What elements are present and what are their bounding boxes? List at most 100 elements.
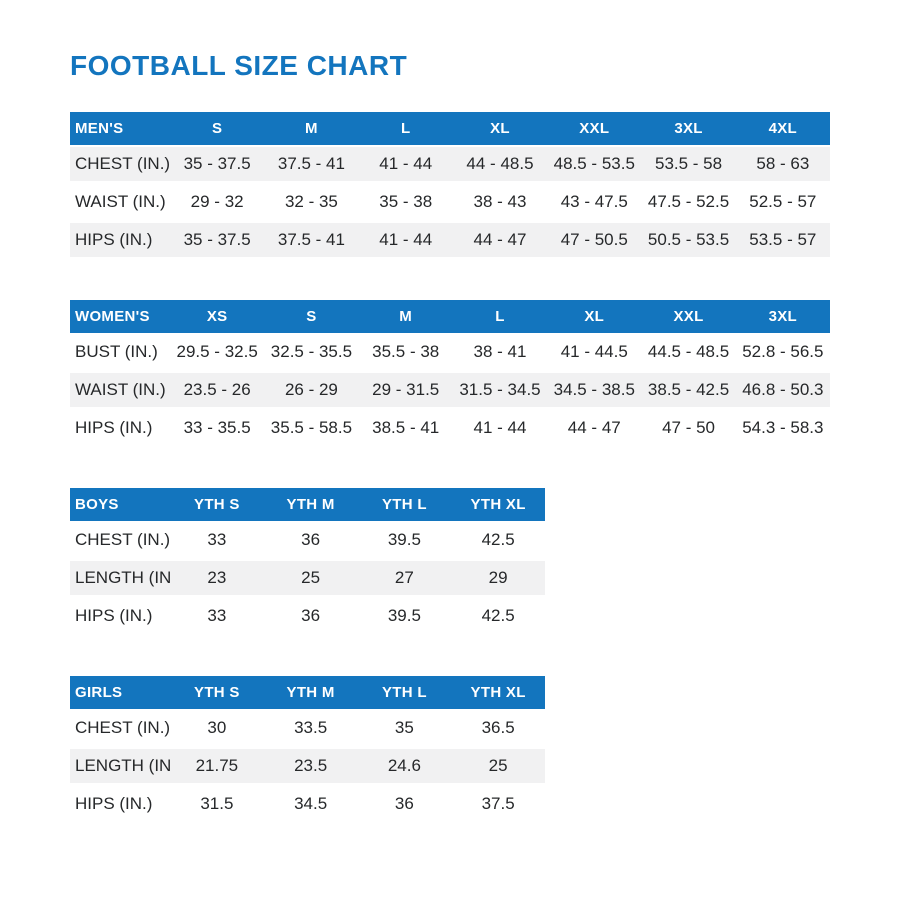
cell: 39.5 [387, 530, 421, 549]
header-cell: S [306, 308, 317, 325]
cell: 37.5 [481, 794, 515, 813]
header-cell: YTH L [381, 684, 427, 701]
row-label: CHEST (IN.) [75, 718, 170, 737]
page-title: FOOTBALL SIZE CHART [70, 50, 408, 81]
header-cell: GIRLS [75, 684, 123, 701]
cell: 23.5 [294, 756, 328, 775]
cell: 44 - 47 [473, 230, 527, 249]
cell: 25 [488, 756, 508, 775]
row-label: CHEST (IN.) [75, 154, 170, 173]
cell: 37.5 - 41 [277, 154, 345, 173]
cell: 47.5 - 52.5 [647, 192, 730, 211]
row-label: HIPS (IN.) [75, 794, 153, 813]
mens-header-row: MEN'S S M L XL XXL 3XL 4XL [70, 112, 830, 145]
header-cell: YTH XL [470, 496, 526, 513]
row-label: WAIST (IN.) [75, 192, 166, 211]
row-label: HIPS (IN.) [75, 418, 153, 437]
boys-header-row: BOYS YTH S YTH M YTH L YTH XL [70, 488, 545, 521]
cell: 38.5 - 41 [372, 418, 440, 437]
cell: 48.5 - 53.5 [553, 154, 635, 173]
header-cell: L [495, 308, 505, 325]
cell: 35 - 37.5 [183, 230, 251, 249]
cell: 35 [394, 718, 414, 737]
header-cell: XXL [579, 120, 610, 137]
mens-size-table: MEN'S S M L XL XXL 3XL 4XL CHEST (IN.) 3… [70, 112, 830, 259]
cell: 41 - 44.5 [560, 342, 628, 361]
header-cell: YTH M [286, 684, 335, 701]
cell: 43 - 47.5 [560, 192, 628, 211]
cell: 39.5 [387, 606, 421, 625]
cell: 36 [301, 606, 321, 625]
cell: 41 - 44 [379, 230, 433, 249]
table-row-chest: CHEST (IN.) 30 33.5 35 36.5 [70, 709, 545, 747]
header-cell: XL [490, 120, 510, 137]
cell: 32.5 - 35.5 [270, 342, 353, 361]
header-cell: M [305, 120, 318, 137]
cell: 47 - 50 [662, 418, 716, 437]
cell: 29 - 31.5 [372, 380, 440, 399]
row-label: HIPS (IN.) [75, 230, 153, 249]
cell: 35.5 - 38 [372, 342, 440, 361]
cell: 34.5 [294, 794, 328, 813]
cell: 34.5 - 38.5 [553, 380, 635, 399]
cell: 38 - 43 [473, 192, 527, 211]
cell: 33.5 [294, 718, 328, 737]
cell: 53.5 - 57 [749, 230, 817, 249]
cell: 41 - 44 [379, 154, 433, 173]
cell: 37.5 - 41 [277, 230, 345, 249]
cell: 25 [301, 568, 321, 587]
cell: 35.5 - 58.5 [270, 418, 353, 437]
cell: 33 - 35.5 [183, 418, 251, 437]
header-cell: 3XL [768, 308, 798, 325]
header-cell: BOYS [75, 496, 119, 513]
cell: 21.75 [195, 756, 239, 775]
cell: 44.5 - 48.5 [647, 342, 730, 361]
row-label: BUST (IN.) [75, 342, 158, 361]
table-row-waist: WAIST (IN.) 29 - 32 32 - 35 35 - 38 38 -… [70, 183, 830, 221]
cell: 47 - 50.5 [560, 230, 628, 249]
table-row-hips: HIPS (IN.) 35 - 37.5 37.5 - 41 41 - 44 4… [70, 221, 830, 259]
cell: 38.5 - 42.5 [647, 380, 730, 399]
header-cell: YTH S [194, 496, 240, 513]
cell: 50.5 - 53.5 [647, 230, 730, 249]
cell: 53.5 - 58 [654, 154, 723, 173]
cell: 42.5 [481, 606, 515, 625]
cell: 35 - 38 [379, 192, 433, 211]
header-cell: YTH S [194, 684, 240, 701]
row-label: CHEST (IN.) [75, 530, 170, 549]
table-row-hips: HIPS (IN.) 33 36 39.5 42.5 [70, 597, 545, 635]
header-cell: YTH XL [470, 684, 526, 701]
table-row-hips: HIPS (IN.) 33 - 35.5 35.5 - 58.5 38.5 - … [70, 409, 830, 447]
cell: 30 [207, 718, 227, 737]
header-cell: L [400, 120, 411, 137]
cell: 44 - 47 [567, 418, 621, 437]
table-row-length: LENGTH (IN.) 21.75 23.5 24.6 25 [70, 747, 545, 785]
row-label: LENGTH (IN.) [75, 568, 170, 587]
header-cell: XL [584, 308, 605, 325]
cell: 33 [207, 530, 227, 549]
cell: 29 - 32 [190, 192, 244, 211]
cell: 44 - 48.5 [466, 154, 534, 173]
header-cell: 3XL [674, 120, 703, 137]
header-cell: 4XL [768, 120, 798, 137]
cell: 52.5 - 57 [749, 192, 817, 211]
cell: 29 [488, 568, 508, 587]
cell: 23 [207, 568, 227, 587]
cell: 42.5 [481, 530, 515, 549]
header-cell: XS [206, 308, 228, 325]
cell: 24.6 [387, 756, 421, 775]
row-label: HIPS (IN.) [75, 606, 153, 625]
row-label: WAIST (IN.) [75, 380, 166, 399]
womens-header-row: WOMEN'S XS S M L XL XXL 3XL [70, 300, 830, 333]
header-cell: S [211, 120, 223, 137]
table-row-bust: BUST (IN.) 29.5 - 32.5 32.5 - 35.5 35.5 … [70, 333, 830, 371]
size-chart-page: FOOTBALL SIZE CHART MEN'S S M L XL XXL 3… [70, 50, 830, 823]
cell: 29.5 - 32.5 [176, 342, 258, 361]
womens-size-table: WOMEN'S XS S M L XL XXL 3XL BUST (IN.) 2… [70, 300, 830, 447]
cell: 32 - 35 [284, 192, 338, 211]
header-cell: XXL [673, 308, 704, 325]
cell: 35 - 37.5 [183, 154, 251, 173]
cell: 58 - 63 [756, 154, 810, 173]
header-cell: YTH M [286, 496, 335, 513]
cell: 52.8 - 56.5 [742, 342, 824, 361]
